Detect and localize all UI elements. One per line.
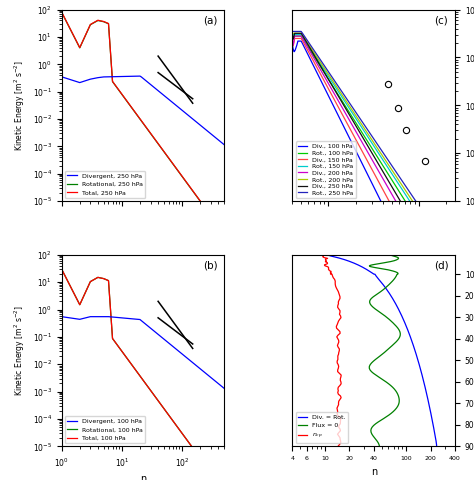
Text: (a): (a) bbox=[203, 15, 218, 25]
Divergent, 250 hPa bbox=[221, 142, 227, 147]
X-axis label: n: n bbox=[371, 467, 377, 477]
Text: (d): (d) bbox=[434, 261, 448, 271]
Rotational, 250 hPa bbox=[202, 204, 208, 210]
Divergent, 250 hPa bbox=[59, 74, 64, 80]
Legend: Div., 100 hPa, Rot., 100 hPa, Div., 150 hPa, Rot., 150 hPa, Div., 200 hPa, Rot.,: Div., 100 hPa, Rot., 100 hPa, Div., 150 … bbox=[296, 141, 356, 198]
Rotational, 250 hPa bbox=[216, 224, 222, 229]
Rotational, 250 hPa bbox=[221, 230, 227, 236]
Line: Divergent, 250 hPa: Divergent, 250 hPa bbox=[62, 76, 224, 144]
Divergent, 250 hPa bbox=[208, 131, 214, 137]
Legend: Divergent, 100 hPa, Rotational, 100 hPa, Total, 100 hPa: Divergent, 100 hPa, Rotational, 100 hPa,… bbox=[65, 416, 145, 443]
Divergent, 250 hPa bbox=[221, 141, 227, 147]
Rotational, 250 hPa bbox=[208, 213, 213, 218]
Y-axis label: Kinetic Energy [m$^2$ s$^{-2}$]: Kinetic Energy [m$^2$ s$^{-2}$] bbox=[13, 305, 27, 396]
Total, 250 hPa bbox=[205, 209, 211, 215]
Rotational, 250 hPa bbox=[59, 10, 64, 15]
Total, 250 hPa bbox=[202, 204, 208, 210]
Divergent, 250 hPa bbox=[202, 126, 208, 132]
Total, 250 hPa bbox=[208, 212, 213, 218]
Text: (b): (b) bbox=[203, 261, 218, 271]
Total, 250 hPa bbox=[216, 224, 222, 229]
Y-axis label: Kinetic Energy [m$^2$ s$^{-2}$]: Kinetic Energy [m$^2$ s$^{-2}$] bbox=[13, 60, 27, 151]
Line: Total, 250 hPa: Total, 250 hPa bbox=[62, 12, 224, 234]
Total, 250 hPa bbox=[221, 230, 227, 236]
Rotational, 250 hPa bbox=[202, 205, 208, 211]
Divergent, 250 hPa bbox=[202, 126, 208, 132]
Divergent, 250 hPa bbox=[205, 129, 211, 134]
Line: Rotational, 250 hPa: Rotational, 250 hPa bbox=[62, 12, 224, 234]
Rotational, 250 hPa bbox=[205, 209, 211, 215]
Divergent, 250 hPa bbox=[137, 73, 143, 79]
Legend: Div. = Rot., Flux = 0, $n_{cp}$: Div. = Rot., Flux = 0, $n_{cp}$ bbox=[296, 412, 348, 443]
X-axis label: n: n bbox=[140, 474, 146, 480]
Rotational, 250 hPa bbox=[221, 231, 227, 237]
Legend: Divergent, 250 hPa, Rotational, 250 hPa, Total, 250 hPa: Divergent, 250 hPa, Rotational, 250 hPa,… bbox=[65, 171, 145, 198]
Total, 250 hPa bbox=[59, 9, 64, 15]
Text: (c): (c) bbox=[434, 15, 447, 25]
Total, 250 hPa bbox=[221, 231, 227, 237]
Total, 250 hPa bbox=[202, 204, 208, 210]
Divergent, 250 hPa bbox=[216, 138, 222, 144]
